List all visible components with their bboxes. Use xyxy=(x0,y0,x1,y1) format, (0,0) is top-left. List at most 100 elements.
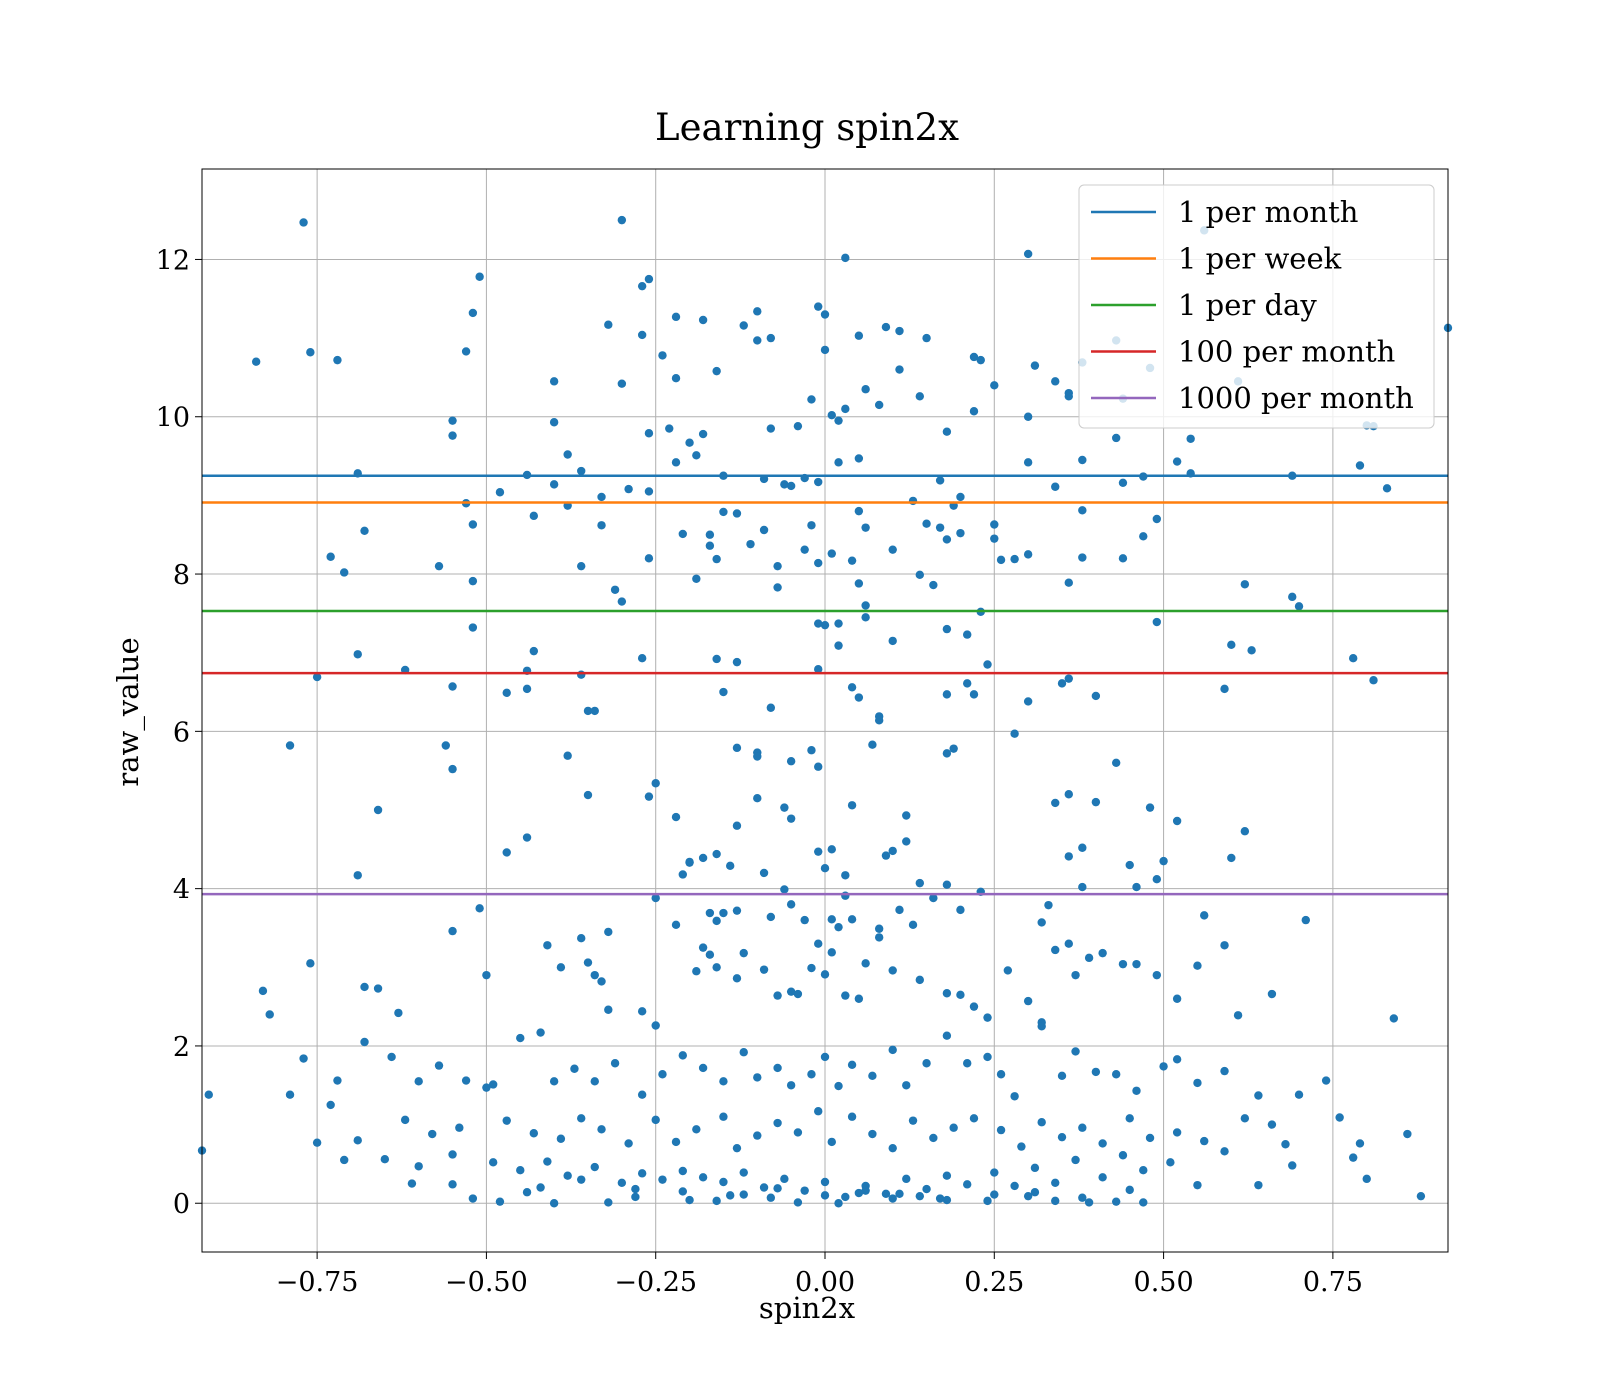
y-tick-label: 4 xyxy=(173,875,190,906)
scatter-point xyxy=(827,948,836,957)
scatter-point xyxy=(1118,1151,1128,1160)
scatter-point xyxy=(1051,482,1060,491)
scatter-point xyxy=(841,253,850,263)
scatter-point xyxy=(637,1169,647,1178)
scatter-point xyxy=(827,845,836,854)
scatter-point xyxy=(698,1173,708,1182)
scatter-point xyxy=(935,523,945,532)
scatter-point xyxy=(820,620,830,630)
scatter-point xyxy=(407,1179,417,1188)
x-tick-label: 0.75 xyxy=(1303,1267,1363,1298)
scatter-point xyxy=(678,1166,687,1176)
scatter-point xyxy=(793,421,803,431)
scatter-point xyxy=(807,746,816,755)
scatter-point xyxy=(902,1081,911,1090)
scatter-point xyxy=(929,580,938,590)
scatter-point xyxy=(1254,1091,1263,1100)
scatter-point xyxy=(1416,1191,1426,1201)
scatter-point xyxy=(969,1114,979,1123)
scatter-point xyxy=(326,552,335,561)
scatter-point xyxy=(604,320,613,329)
scatter-point xyxy=(502,688,511,698)
scatter-point xyxy=(861,959,870,968)
scatter-point xyxy=(1023,550,1033,559)
scatter-point xyxy=(732,509,742,518)
scatter-point xyxy=(1145,1133,1155,1143)
scatter-point xyxy=(624,484,633,494)
scatter-point xyxy=(597,977,606,986)
x-tick-label: −0.25 xyxy=(614,1267,697,1298)
scatter-point xyxy=(888,545,897,554)
scatter-point xyxy=(373,805,383,815)
scatter-point xyxy=(353,650,362,659)
scatter-point xyxy=(1044,900,1053,910)
scatter-point xyxy=(956,990,965,1000)
scatter-point xyxy=(651,1115,660,1125)
scatter-point xyxy=(814,665,823,674)
y-axis-ticks: 0 2 4 6 8 10 12 xyxy=(156,245,202,1220)
scatter-point xyxy=(861,601,870,610)
scatter-point xyxy=(895,326,904,336)
scatter-point xyxy=(1227,640,1236,650)
scatter-point xyxy=(671,920,681,930)
scatter-point xyxy=(719,687,728,697)
scatter-point xyxy=(631,1192,640,1202)
scatter-point xyxy=(698,429,708,439)
scatter-point xyxy=(1084,953,1094,963)
scatter-point xyxy=(1389,1014,1399,1023)
scatter-point xyxy=(658,351,667,360)
scatter-point xyxy=(705,908,715,918)
scatter-point xyxy=(1071,970,1080,980)
scatter-point xyxy=(1023,249,1033,259)
scatter-point xyxy=(516,1033,525,1043)
scatter-point xyxy=(1355,1139,1365,1148)
scatter-point xyxy=(536,1183,545,1192)
scatter-point xyxy=(658,1175,667,1184)
scatter-point xyxy=(461,1076,471,1085)
scatter-point xyxy=(847,1112,857,1121)
scatter-point xyxy=(732,906,742,915)
scatter-point xyxy=(888,1143,897,1153)
scatter-point xyxy=(793,1198,803,1207)
scatter-point xyxy=(935,1194,945,1203)
y-tick-label: 6 xyxy=(173,717,190,748)
scatter-point xyxy=(942,749,952,758)
scatter-point xyxy=(698,1063,708,1073)
scatter-point xyxy=(719,1177,728,1187)
scatter-point xyxy=(793,989,803,999)
scatter-point xyxy=(692,574,701,583)
scatter-point xyxy=(360,982,369,992)
scatter-point xyxy=(888,1045,897,1055)
scatter-point xyxy=(861,523,870,532)
scatter-point xyxy=(448,1180,457,1189)
scatter-point xyxy=(712,554,721,564)
scatter-point xyxy=(644,487,654,496)
scatter-point xyxy=(1118,959,1128,969)
scatter-point xyxy=(766,912,776,922)
scatter-point xyxy=(888,1194,897,1203)
scatter-point xyxy=(1125,1114,1134,1123)
scatter-point xyxy=(1240,827,1250,836)
scatter-point xyxy=(807,1070,816,1079)
scatter-point xyxy=(712,849,721,859)
scatter-point xyxy=(678,529,687,539)
scatter-point xyxy=(1057,679,1067,688)
scatter-point xyxy=(942,690,952,699)
scatter-point xyxy=(306,959,315,968)
scatter-point xyxy=(1355,461,1365,470)
scatter-point xyxy=(942,535,952,544)
scatter-point xyxy=(1017,1142,1026,1151)
scatter-point xyxy=(556,963,566,972)
scatter-point xyxy=(434,1061,444,1070)
scatter-point xyxy=(1321,1076,1331,1085)
legend: 1 per month 1 per week 1 per day 100 per mo… xyxy=(1078,184,1435,429)
scatter-point xyxy=(834,922,843,932)
scatter-point xyxy=(563,1171,572,1180)
scatter-point xyxy=(414,1077,423,1086)
scatter-point xyxy=(834,416,843,425)
scatter-point xyxy=(637,1090,647,1099)
scatter-point xyxy=(1098,948,1107,958)
scatter-point xyxy=(705,950,715,959)
scatter-point xyxy=(468,1194,478,1203)
